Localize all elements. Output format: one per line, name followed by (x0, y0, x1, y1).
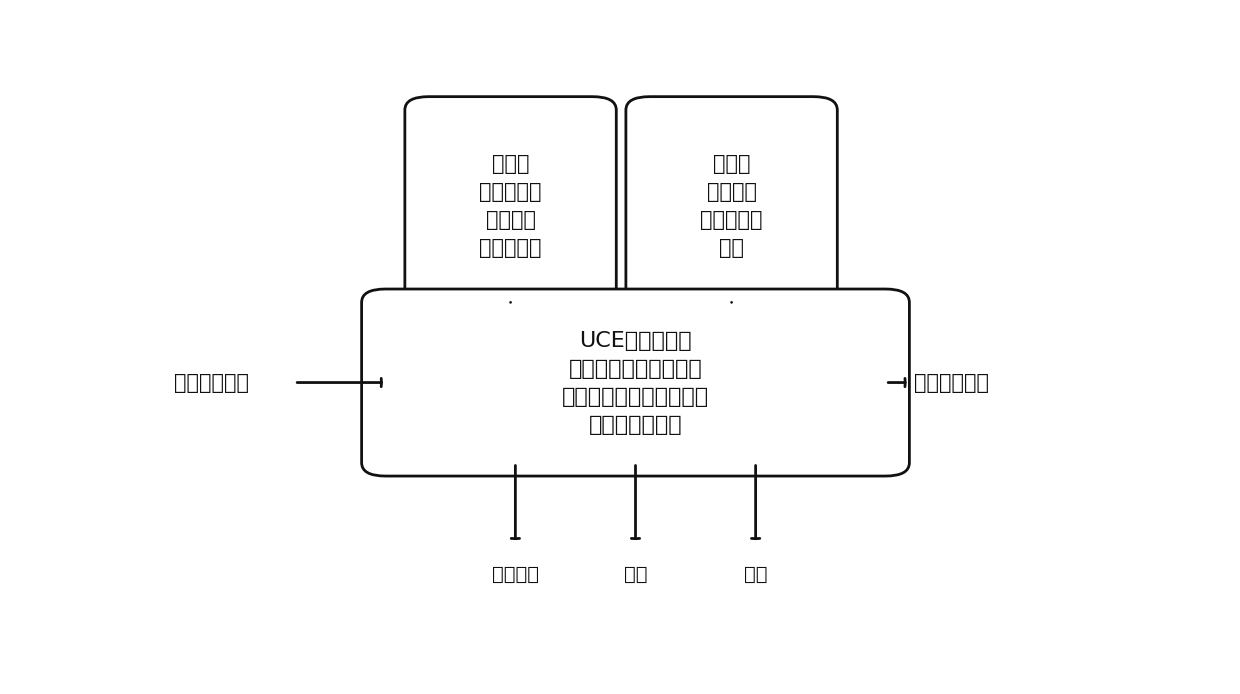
Text: UCE影响因素：
生产规格、加工工艺、
设备条件、技术与管理水
平、能源与物料: UCE影响因素： 生产规格、加工工艺、 设备条件、技术与管理水 平、能源与物料 (562, 330, 709, 434)
FancyBboxPatch shape (362, 289, 909, 476)
Text: 温室气体: 温室气体 (492, 566, 539, 584)
Text: 废物: 废物 (624, 566, 647, 584)
Text: 废水: 废水 (744, 566, 768, 584)
FancyBboxPatch shape (404, 96, 616, 316)
Text: 物料：
原料、辅
料、包装材
料等: 物料： 原料、辅 料、包装材 料等 (701, 154, 763, 258)
FancyBboxPatch shape (626, 96, 837, 316)
Text: 能源：
电、煤、天
然气、蒸
汽、石油等: 能源： 电、煤、天 然气、蒸 汽、石油等 (480, 154, 542, 258)
Text: 半成品、成品: 半成品、成品 (914, 373, 990, 393)
Text: 原料、半成品: 原料、半成品 (174, 373, 249, 393)
